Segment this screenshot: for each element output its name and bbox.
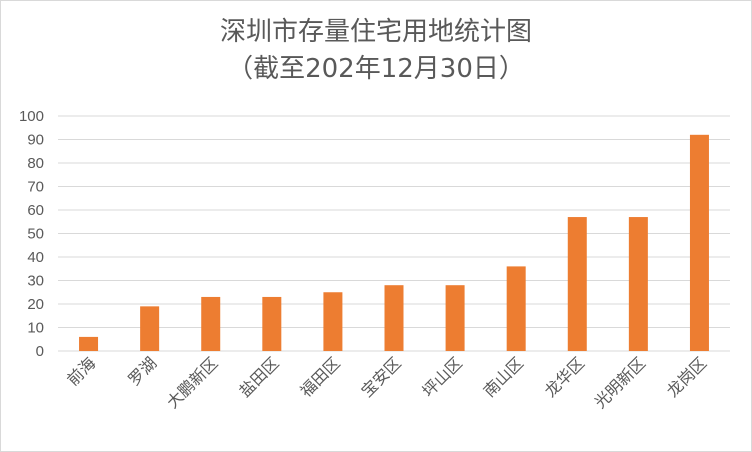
x-tick-label: 前海 — [63, 353, 99, 389]
x-tick-label: 龙华区 — [541, 353, 588, 400]
x-tick-label: 龙岗区 — [663, 353, 710, 400]
y-tick-label: 30 — [27, 273, 44, 290]
x-tick-label: 罗湖 — [124, 353, 160, 389]
x-tick-label: 宝安区 — [357, 353, 404, 400]
y-tick-label: 10 — [27, 320, 44, 337]
bar — [79, 336, 99, 351]
bar — [567, 217, 587, 351]
x-tick-label: 大鹏新区 — [163, 353, 222, 412]
x-tick-label: 盐田区 — [235, 353, 282, 400]
bar — [689, 134, 709, 351]
y-tick-label: 90 — [27, 132, 44, 149]
y-tick-label: 40 — [27, 249, 44, 266]
chart-subtitle: （截至202年12月30日） — [227, 54, 525, 84]
x-tick-label: 南山区 — [480, 353, 527, 400]
y-tick-label: 80 — [27, 155, 44, 172]
y-tick-label: 70 — [27, 179, 44, 196]
bar — [140, 306, 160, 351]
x-tick-label: 光明新区 — [590, 353, 649, 412]
bar — [628, 217, 648, 351]
x-tick-label: 坪山区 — [419, 353, 466, 400]
bar — [323, 292, 343, 351]
x-tick-label: 福田区 — [296, 353, 343, 400]
bar — [384, 285, 404, 351]
y-tick-label: 20 — [27, 296, 44, 313]
y-tick-label: 60 — [27, 202, 44, 219]
bar — [201, 296, 221, 351]
bar — [506, 266, 526, 351]
chart-title: 深圳市存量住宅用地统计图 — [219, 17, 532, 47]
y-tick-label: 100 — [19, 108, 44, 125]
bar — [262, 296, 282, 351]
bar — [445, 285, 465, 351]
y-tick-label: 50 — [27, 226, 44, 243]
y-tick-label: 0 — [36, 343, 44, 360]
